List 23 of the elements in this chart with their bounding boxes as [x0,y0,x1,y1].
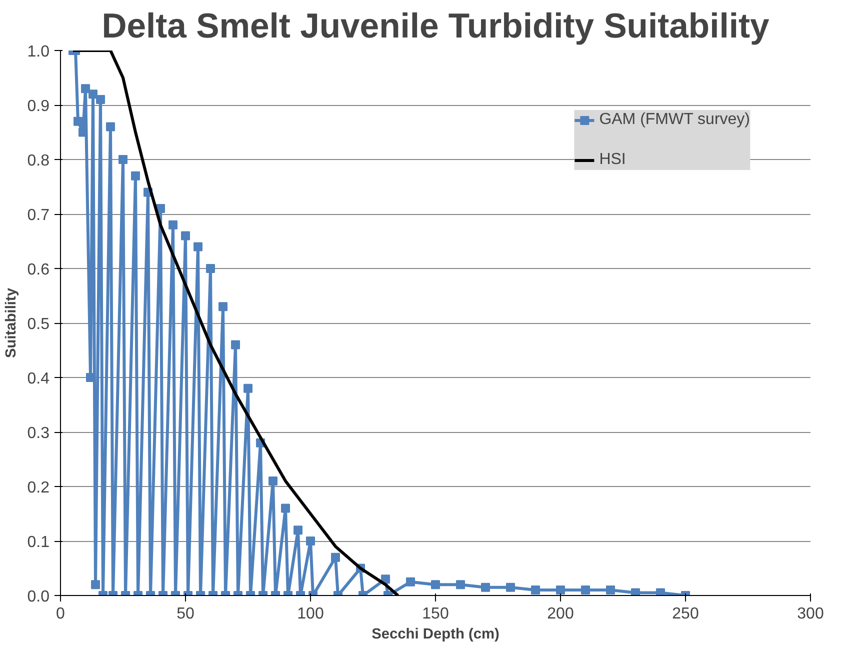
chart-title: Delta Smelt Juvenile Turbidity Suitability [102,8,770,46]
x-tick-label: 250 [672,606,699,622]
y-tick-label: 0.7 [27,207,50,224]
y-tick-label: 0.3 [27,425,50,442]
y-tick-label: 0.9 [27,98,50,115]
x-tick-label: 150 [422,606,449,622]
x-tick-label: 300 [797,606,824,622]
y-tick-label: 0.6 [27,262,50,278]
x-tick-label: 0 [56,606,66,622]
x-tick-label: 50 [176,606,194,622]
legend-label: GAM (FMWT survey) [599,111,750,129]
x-tick-label: 200 [547,606,574,622]
y-tick-label: 0.0 [27,588,50,606]
x-tick-label: 100 [297,606,324,622]
legend-label: HSI [599,151,626,169]
y-tick-label: 0.5 [27,316,50,333]
y-tick-label: 0.4 [27,370,50,388]
y-tick-label: 0.1 [27,534,50,551]
x-axis-title: Secchi Depth (cm) [372,626,500,642]
y-axis-title: Suitability [3,287,20,358]
y-tick-label: 1.0 [27,44,50,60]
y-tick-label: 0.8 [27,152,50,170]
y-tick-label: 0.2 [27,480,50,496]
